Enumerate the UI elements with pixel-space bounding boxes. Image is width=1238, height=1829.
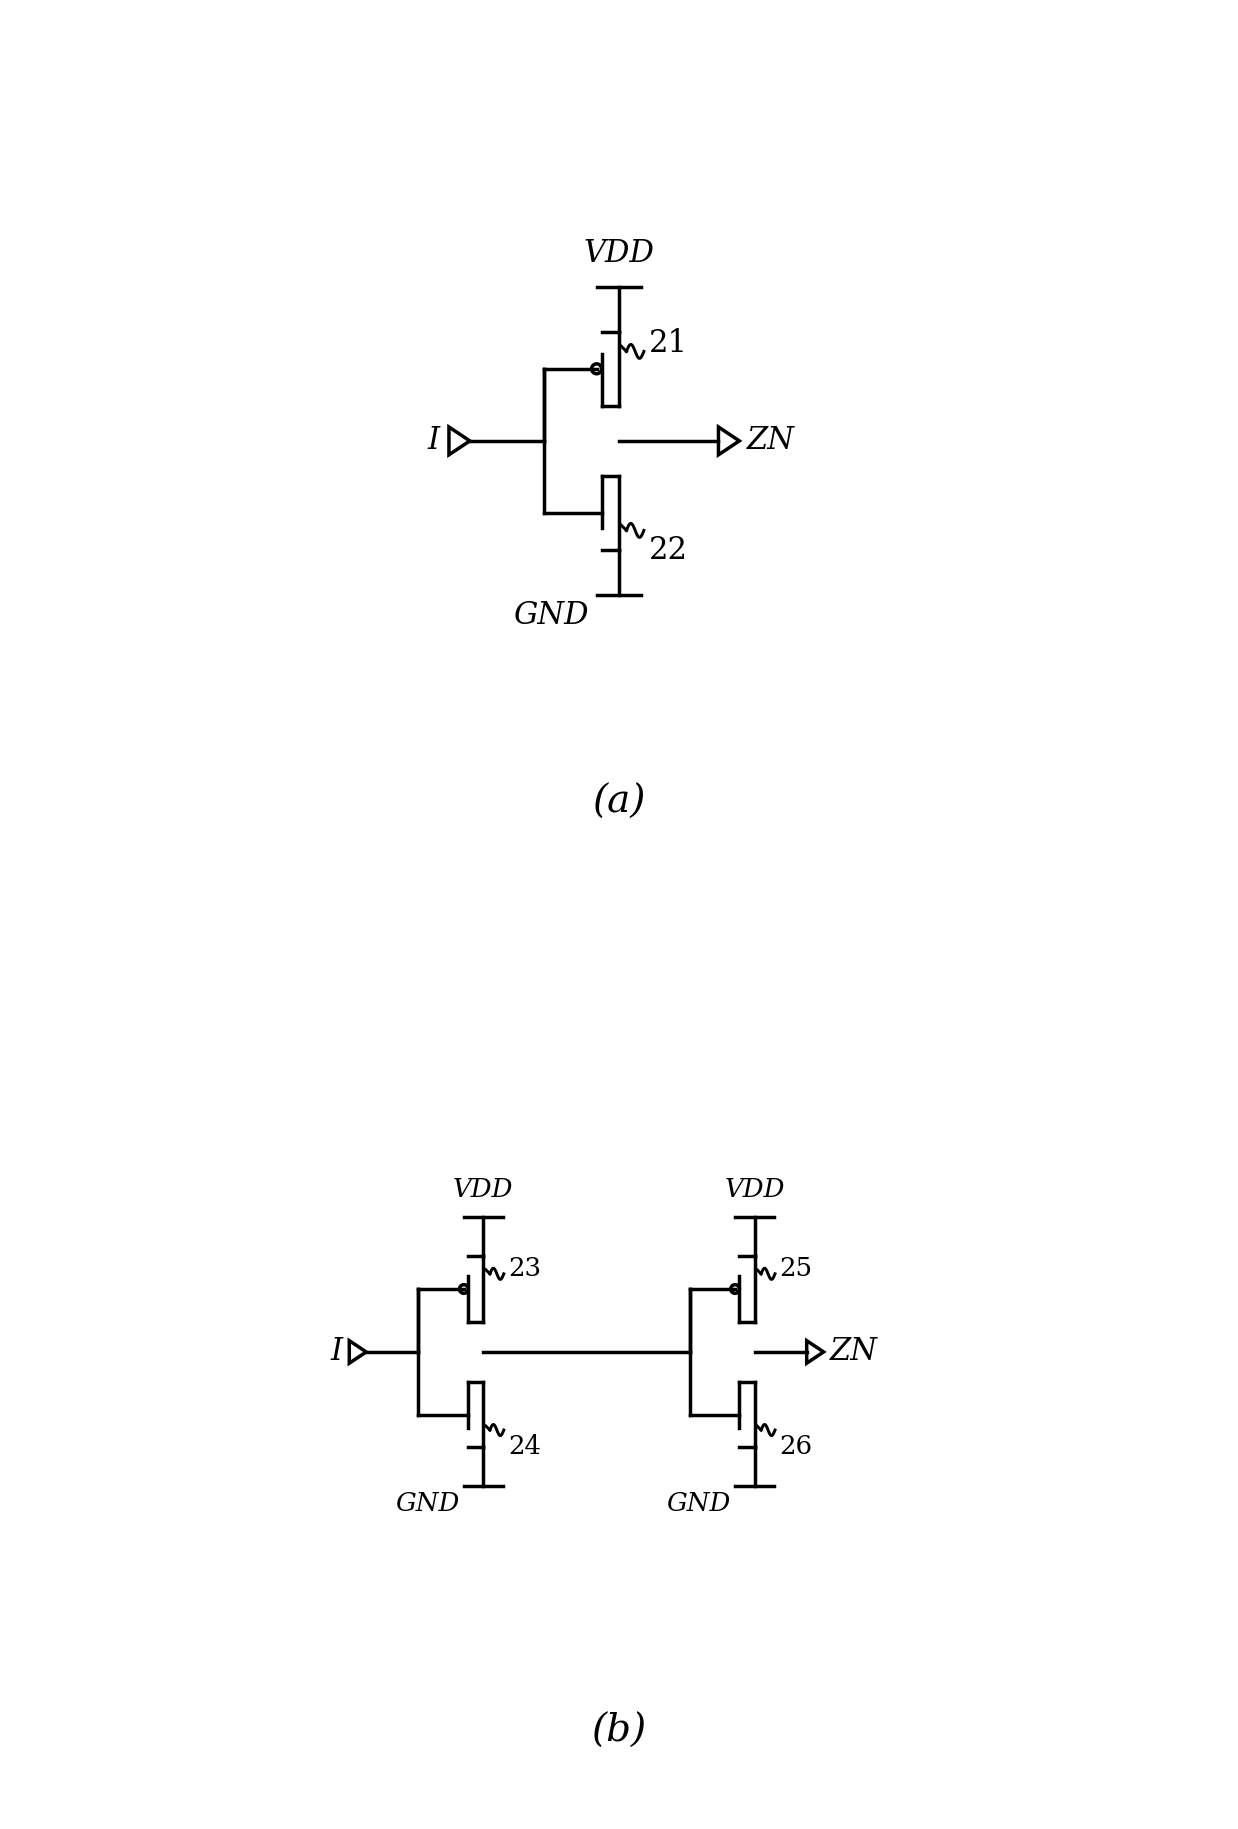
Text: I: I xyxy=(331,1337,343,1368)
Text: 26: 26 xyxy=(780,1434,812,1458)
Text: VDD: VDD xyxy=(724,1178,785,1202)
Text: (b): (b) xyxy=(592,1714,646,1750)
Text: GND: GND xyxy=(514,600,589,631)
Text: 23: 23 xyxy=(508,1257,541,1280)
Text: I: I xyxy=(427,426,439,457)
Text: 22: 22 xyxy=(649,536,688,567)
Text: 21: 21 xyxy=(649,329,688,360)
Text: ZN: ZN xyxy=(831,1337,878,1368)
Text: 24: 24 xyxy=(508,1434,541,1458)
Text: VDD: VDD xyxy=(583,238,655,269)
Text: (a): (a) xyxy=(592,785,646,821)
Text: 25: 25 xyxy=(780,1257,812,1280)
Text: GND: GND xyxy=(395,1491,459,1516)
Text: GND: GND xyxy=(666,1491,730,1516)
Text: ZN: ZN xyxy=(747,426,795,457)
Text: VDD: VDD xyxy=(453,1178,514,1202)
